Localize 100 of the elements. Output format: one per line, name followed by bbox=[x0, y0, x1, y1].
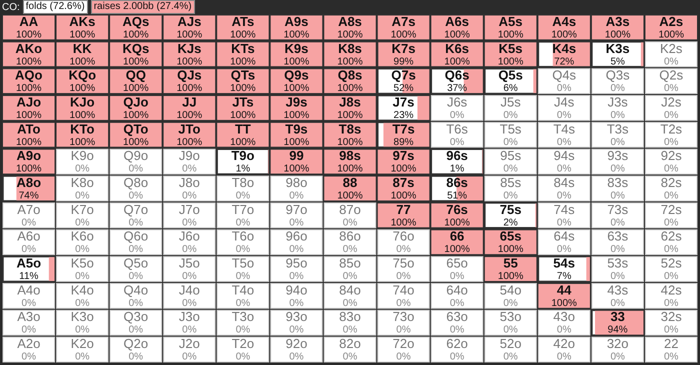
data-label: 37% bbox=[447, 83, 468, 94]
annotation: T5o bbox=[232, 256, 254, 271]
annotation: QTs bbox=[230, 68, 256, 83]
annotation: T3o bbox=[232, 309, 254, 324]
data-label: 72% bbox=[554, 56, 574, 68]
annotation: 43o bbox=[553, 309, 576, 324]
data-label: 100% bbox=[284, 110, 310, 121]
data-label: 11% bbox=[19, 271, 39, 282]
data-label: 100% bbox=[658, 29, 684, 40]
data-label: 100% bbox=[123, 136, 149, 148]
data-label: 0% bbox=[664, 244, 679, 256]
data-label: 0% bbox=[664, 298, 679, 309]
annotation: 92o bbox=[286, 336, 308, 352]
data-label: 100% bbox=[123, 29, 149, 40]
annotation: Q7s bbox=[391, 68, 416, 83]
data-label: 0% bbox=[556, 136, 572, 148]
annotation: KK bbox=[72, 40, 92, 56]
annotation: K6s bbox=[445, 40, 470, 56]
annotation: 96o bbox=[286, 228, 308, 244]
data-label: 100% bbox=[16, 29, 42, 40]
annotation: 75s bbox=[500, 202, 522, 217]
data-label: 0% bbox=[396, 298, 411, 309]
annotation: A4s bbox=[552, 14, 576, 29]
data-label: 0% bbox=[610, 271, 626, 282]
annotation: J8o bbox=[178, 175, 200, 190]
annotation: T7o bbox=[232, 202, 254, 217]
annotation: A6s bbox=[445, 14, 470, 29]
annotation: J5o bbox=[178, 256, 200, 271]
data-label: 0% bbox=[610, 83, 626, 94]
annotation: JTo bbox=[178, 121, 201, 136]
data-label: 0% bbox=[128, 352, 144, 363]
annotation: QJs bbox=[177, 68, 202, 83]
annotation: KJo bbox=[70, 94, 95, 110]
data-label: 100% bbox=[123, 110, 149, 121]
annotation: K5o bbox=[70, 256, 94, 271]
annotation: KTo bbox=[70, 121, 95, 136]
data-label: 0% bbox=[396, 271, 411, 282]
annotation: K7s bbox=[392, 40, 416, 56]
data-label: 0% bbox=[610, 217, 626, 228]
annotation: 52s bbox=[660, 256, 682, 271]
annotation: A9s bbox=[284, 14, 308, 29]
data-label: 0% bbox=[22, 244, 36, 256]
annotation: Q9o bbox=[124, 148, 148, 164]
data-label: 100% bbox=[70, 110, 96, 121]
annotation: J8s bbox=[339, 94, 361, 110]
data-label: 0% bbox=[342, 217, 358, 228]
annotation: A8s bbox=[338, 14, 362, 29]
data-label: 100% bbox=[284, 136, 310, 148]
data-label: 0% bbox=[22, 217, 36, 228]
data-label: 0% bbox=[503, 110, 518, 121]
annotation: Q4s bbox=[552, 68, 577, 83]
data-label: 100% bbox=[284, 29, 310, 40]
data-label: 100% bbox=[16, 83, 42, 94]
annotation: ATs bbox=[232, 14, 254, 29]
annotation: KQo bbox=[68, 68, 96, 83]
annotation: 53s bbox=[607, 256, 629, 271]
data-label: 100% bbox=[390, 217, 416, 228]
data-label: 0% bbox=[75, 164, 90, 175]
annotation: 82s bbox=[660, 175, 682, 190]
data-label: 0% bbox=[75, 324, 90, 336]
annotation: K9o bbox=[70, 148, 94, 164]
annotation: T9o bbox=[231, 148, 255, 164]
data-label: 100% bbox=[444, 56, 470, 68]
annotation: T3s bbox=[606, 121, 630, 136]
annotation: Q9s bbox=[284, 68, 309, 83]
data-label: 100% bbox=[230, 29, 256, 40]
data-label: 99% bbox=[394, 56, 414, 68]
annotation: J6s bbox=[446, 94, 468, 110]
annotation: 85o bbox=[339, 256, 361, 271]
annotation: A7s bbox=[392, 14, 416, 29]
annotation: Q8s bbox=[338, 68, 362, 83]
data-label: 0% bbox=[503, 298, 518, 309]
data-label: 6% bbox=[503, 83, 518, 94]
annotation: AQo bbox=[15, 68, 43, 83]
data-label: 0% bbox=[342, 324, 358, 336]
annotation: K3s bbox=[606, 40, 630, 56]
annotation: 32o bbox=[606, 336, 629, 352]
annotation: T5s bbox=[500, 121, 522, 136]
data-label: 74% bbox=[18, 190, 39, 202]
data-label: 0% bbox=[75, 244, 90, 256]
data-label: 100% bbox=[604, 29, 631, 40]
annotation: T4o bbox=[232, 282, 254, 298]
annotation: 72s bbox=[660, 202, 682, 217]
annotation: J7o bbox=[178, 202, 200, 217]
annotation: K2s bbox=[660, 40, 683, 56]
data-label: 100% bbox=[284, 164, 310, 175]
data-label: 0% bbox=[664, 83, 679, 94]
data-label: 0% bbox=[664, 324, 679, 336]
annotation: Q3o bbox=[124, 309, 148, 324]
annotation: AKs bbox=[69, 14, 96, 29]
data-label: 0% bbox=[664, 164, 679, 175]
annotation: A2o bbox=[17, 336, 40, 352]
data-label: 0% bbox=[342, 298, 358, 309]
annotation: Q5s bbox=[498, 68, 523, 83]
annotation: 43s bbox=[607, 282, 629, 298]
data-label: 100% bbox=[337, 110, 363, 121]
data-label: 100% bbox=[16, 110, 42, 121]
annotation: 52o bbox=[500, 336, 522, 352]
data-label: 0% bbox=[22, 352, 36, 363]
data-label: 0% bbox=[128, 324, 144, 336]
